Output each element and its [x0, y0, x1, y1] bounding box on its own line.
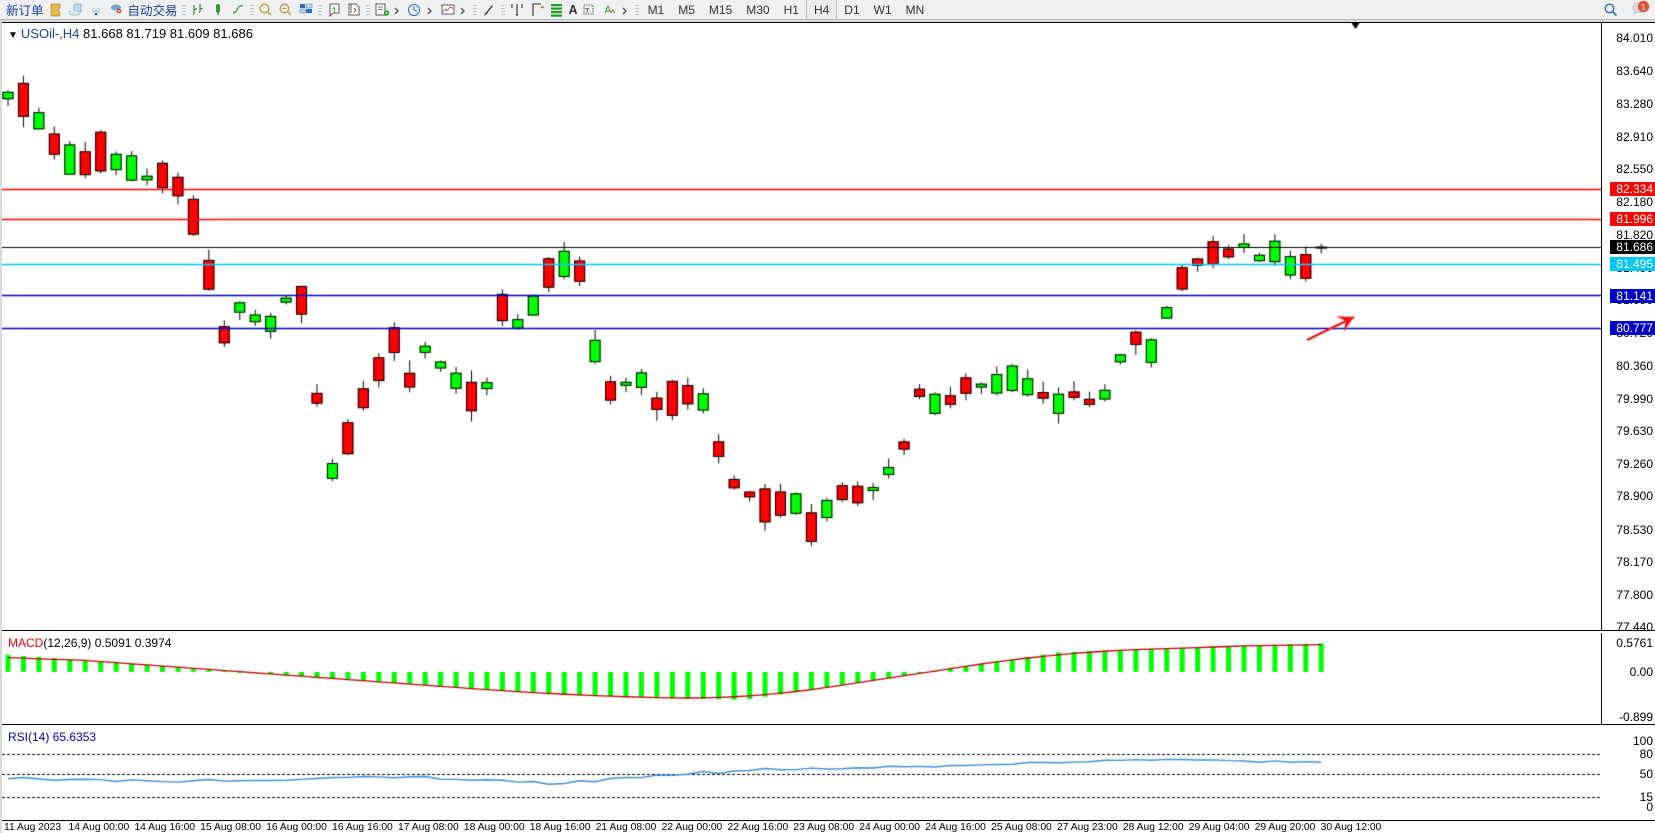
- svg-text:1: 1: [1641, 2, 1646, 11]
- svg-text:T: T: [585, 8, 590, 15]
